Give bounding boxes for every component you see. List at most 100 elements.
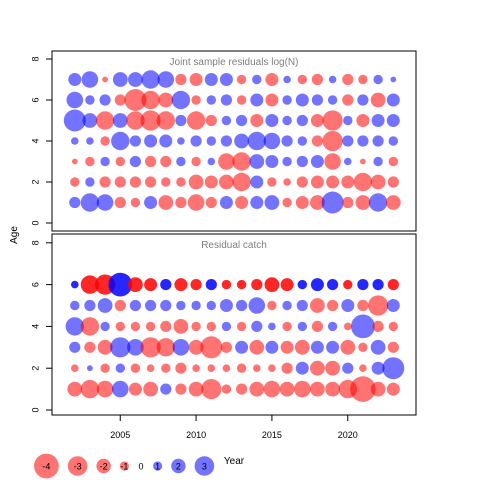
bubble-age-5-year-2023 bbox=[386, 114, 400, 127]
bubble-age-5-year-2003 bbox=[82, 113, 98, 128]
bubble-age-4-year-2007 bbox=[145, 321, 156, 332]
bubble-age-3-year-2015 bbox=[265, 155, 279, 168]
bubble-age-6-year-2004 bbox=[99, 94, 111, 106]
bubble-age-2-year-2021 bbox=[359, 364, 367, 373]
bubble-age-4-year-2013 bbox=[236, 321, 247, 332]
bubble-age-4-year-2002 bbox=[71, 137, 79, 145]
bubble-age-5-year-2011 bbox=[206, 300, 216, 311]
bubble-age-6-year-2017 bbox=[295, 93, 309, 107]
bubble-age-6-year-2020 bbox=[342, 94, 354, 106]
bubble-age-2-year-2007 bbox=[146, 364, 155, 373]
y-tick-label: 8 bbox=[30, 240, 40, 245]
bubble-age-6-year-2003 bbox=[80, 275, 100, 294]
bubble-age-2-year-2022 bbox=[370, 174, 386, 190]
bubble-age-6-year-2022 bbox=[372, 279, 384, 291]
legend-label: -2 bbox=[100, 462, 108, 472]
bubble-age-5-year-2010 bbox=[186, 111, 206, 130]
bubble-age-6-year-2015 bbox=[264, 277, 280, 292]
legend-entry: 3 bbox=[194, 456, 215, 476]
bubble-age-4-year-2017 bbox=[297, 321, 307, 332]
bubble-age-5-year-2002 bbox=[70, 300, 80, 311]
legend-label: -1 bbox=[120, 462, 128, 472]
y-tick-label: 4 bbox=[30, 324, 40, 329]
bubble-age-1-year-2015 bbox=[263, 380, 281, 398]
bubble-age-7-year-2019 bbox=[328, 75, 337, 84]
bubble-age-7-year-2002 bbox=[68, 73, 82, 86]
bubble-age-1-year-2012 bbox=[221, 384, 232, 394]
bubble-age-4-year-2019 bbox=[327, 321, 338, 332]
bubble-age-1-year-2019 bbox=[321, 191, 344, 214]
bubble-age-3-year-2017 bbox=[294, 339, 310, 355]
bubble-age-6-year-2008 bbox=[160, 279, 172, 291]
bubble-age-2-year-2018 bbox=[310, 360, 325, 376]
bubble-age-3-year-2019 bbox=[324, 153, 341, 170]
bubble-age-6-year-2020 bbox=[343, 279, 353, 290]
bubble-age-2-year-2008 bbox=[161, 177, 171, 187]
bubble-age-6-year-2023 bbox=[387, 279, 399, 291]
bubble-age-3-year-2008 bbox=[160, 155, 172, 168]
bubble-age-4-year-2016 bbox=[281, 135, 293, 147]
bubble-age-4-year-2018 bbox=[311, 135, 323, 147]
bubble-age-2-year-2012 bbox=[222, 364, 231, 373]
bubble-age-2-year-2013 bbox=[232, 172, 251, 192]
bubble-age-5-year-2008 bbox=[156, 111, 175, 130]
bubble-age-4-year-2012 bbox=[220, 135, 232, 147]
bubble-age-4-year-2008 bbox=[160, 320, 172, 332]
bubble-age-6-year-2016 bbox=[280, 278, 294, 292]
legend-bubble bbox=[67, 456, 88, 476]
bubble-age-1-year-2022 bbox=[368, 193, 388, 212]
bubble-age-4-year-2009 bbox=[177, 137, 185, 145]
bubble-age-1-year-2012 bbox=[219, 196, 233, 209]
bubble-age-2-year-2021 bbox=[353, 172, 373, 192]
bubble-age-4-year-2010 bbox=[191, 321, 201, 332]
bubble-age-3-year-2020 bbox=[340, 339, 356, 355]
bubble-age-1-year-2002 bbox=[69, 196, 81, 209]
bubble-age-1-year-2006 bbox=[128, 382, 142, 396]
bubble-age-4-year-2021 bbox=[357, 135, 369, 147]
bubble-age-1-year-2005 bbox=[114, 196, 126, 209]
bubble-age-4-year-2017 bbox=[297, 136, 307, 146]
bubble-age-6-year-2010 bbox=[190, 279, 202, 291]
bubble-age-6-year-2013 bbox=[236, 95, 247, 105]
bubble-age-3-year-2011 bbox=[200, 336, 223, 359]
bubble-age-3-year-2023 bbox=[388, 156, 398, 167]
bubble-age-7-year-2011 bbox=[204, 73, 218, 86]
bubble-age-1-year-2003 bbox=[80, 193, 100, 212]
legend: -4 -3 -2 -1 0 1 2 3 bbox=[34, 453, 215, 479]
bubble-age-5-year-2018 bbox=[310, 298, 325, 313]
bubble-age-3-year-2023 bbox=[387, 341, 399, 353]
bubble-age-3-year-2020 bbox=[344, 157, 352, 166]
bubble-age-5-year-2014 bbox=[248, 297, 266, 314]
bubble-age-2-year-2023 bbox=[387, 176, 399, 188]
bubble-age-4-year-2006 bbox=[129, 135, 141, 147]
bubble-age-7-year-2016 bbox=[283, 75, 291, 84]
bubble-age-4-year-2016 bbox=[282, 321, 292, 332]
bubble-age-6-year-2003 bbox=[85, 95, 95, 105]
bubble-age-2-year-2011 bbox=[204, 175, 218, 189]
bubble-age-5-year-2021 bbox=[357, 299, 369, 312]
x-tick-label: 2005 bbox=[110, 430, 130, 440]
bubble-age-1-year-2013 bbox=[236, 383, 248, 395]
bubble-age-2-year-2017 bbox=[296, 176, 308, 188]
bubble-age-5-year-2018 bbox=[310, 114, 324, 127]
bubble-age-5-year-2015 bbox=[267, 300, 277, 311]
bubble-age-1-year-2009 bbox=[175, 196, 187, 209]
bubble-age-2-year-2014 bbox=[250, 175, 264, 189]
bubble-age-2-year-2007 bbox=[145, 176, 157, 188]
bubble-age-3-year-2005 bbox=[115, 156, 126, 167]
bubble-age-7-year-2010 bbox=[189, 73, 203, 86]
bubble-age-4-year-2022 bbox=[372, 320, 384, 332]
y-tick-label: 0 bbox=[30, 407, 40, 412]
bubble-age-1-year-2017 bbox=[295, 196, 309, 209]
bubble-age-5-year-2023 bbox=[386, 299, 400, 312]
bubble-age-2-year-2006 bbox=[129, 176, 141, 188]
bubble-age-3-year-2022 bbox=[370, 339, 386, 355]
bubble-age-2-year-2012 bbox=[219, 174, 234, 190]
bubble-age-7-year-2004 bbox=[102, 76, 108, 83]
bubble-age-5-year-2019 bbox=[322, 110, 343, 131]
bubble-age-3-year-2006 bbox=[129, 155, 141, 168]
bubble-age-2-year-2005 bbox=[114, 176, 126, 188]
bubble-age-3-year-2006 bbox=[127, 339, 144, 356]
legend-label: 3 bbox=[202, 462, 207, 472]
